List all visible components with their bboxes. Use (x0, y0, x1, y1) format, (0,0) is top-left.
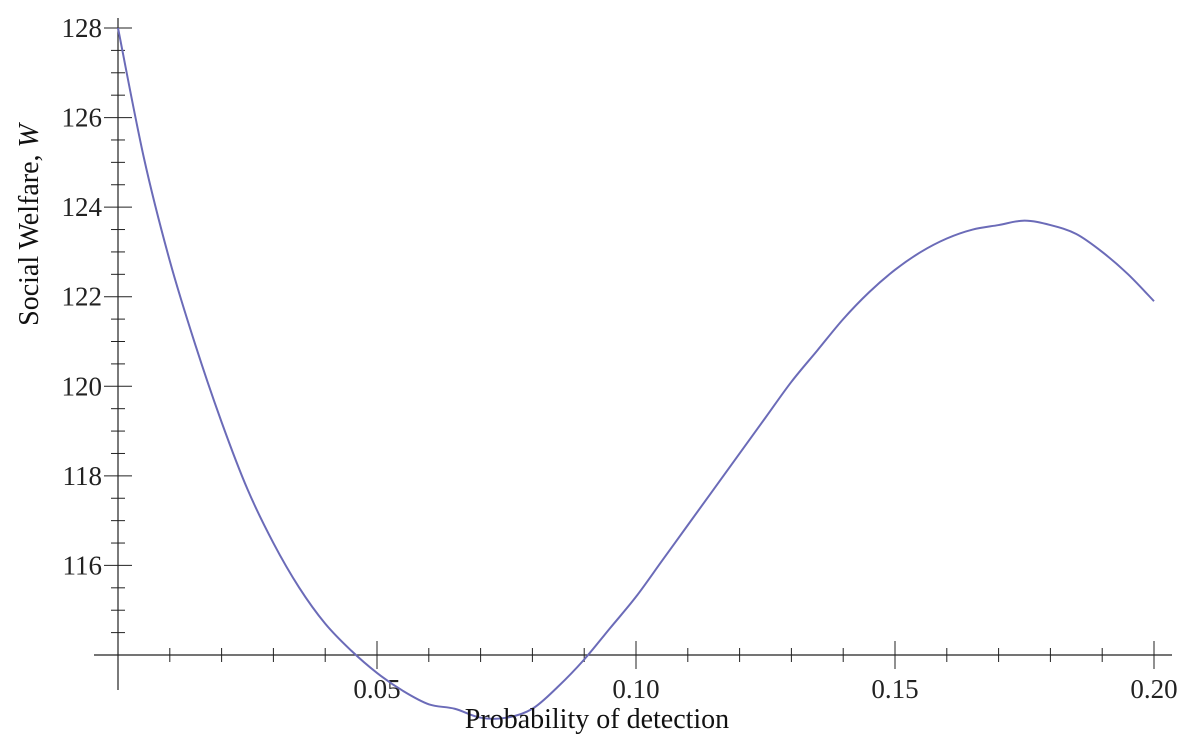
x-tick-labels: 0.05 0.10 0.15 0.20 (353, 674, 1177, 704)
y-axis-title-text: Social Welfare, (14, 147, 45, 325)
y-axis-title: Social Welfare, W (14, 121, 45, 325)
x-axis-title: Probability of detection (465, 704, 729, 735)
x-tick-label: 0.10 (612, 674, 659, 704)
y-tick-label: 118 (63, 461, 103, 491)
y-tick-label: 120 (62, 371, 103, 401)
x-tick-label: 0.15 (871, 674, 918, 704)
x-tick-label: 0.05 (353, 674, 400, 704)
y-tick-label: 116 (63, 550, 103, 580)
y-tick-label: 124 (62, 192, 103, 222)
y-tick-label: 122 (62, 282, 103, 312)
y-axis-title-variable: W (14, 121, 45, 147)
axis-ticks (104, 28, 1154, 669)
y-tick-labels: 116 118 120 122 124 126 128 (62, 13, 103, 580)
series-line (118, 28, 1154, 719)
x-tick-label: 0.20 (1130, 674, 1177, 704)
y-tick-label: 128 (62, 13, 103, 43)
y-tick-label: 126 (62, 103, 103, 133)
